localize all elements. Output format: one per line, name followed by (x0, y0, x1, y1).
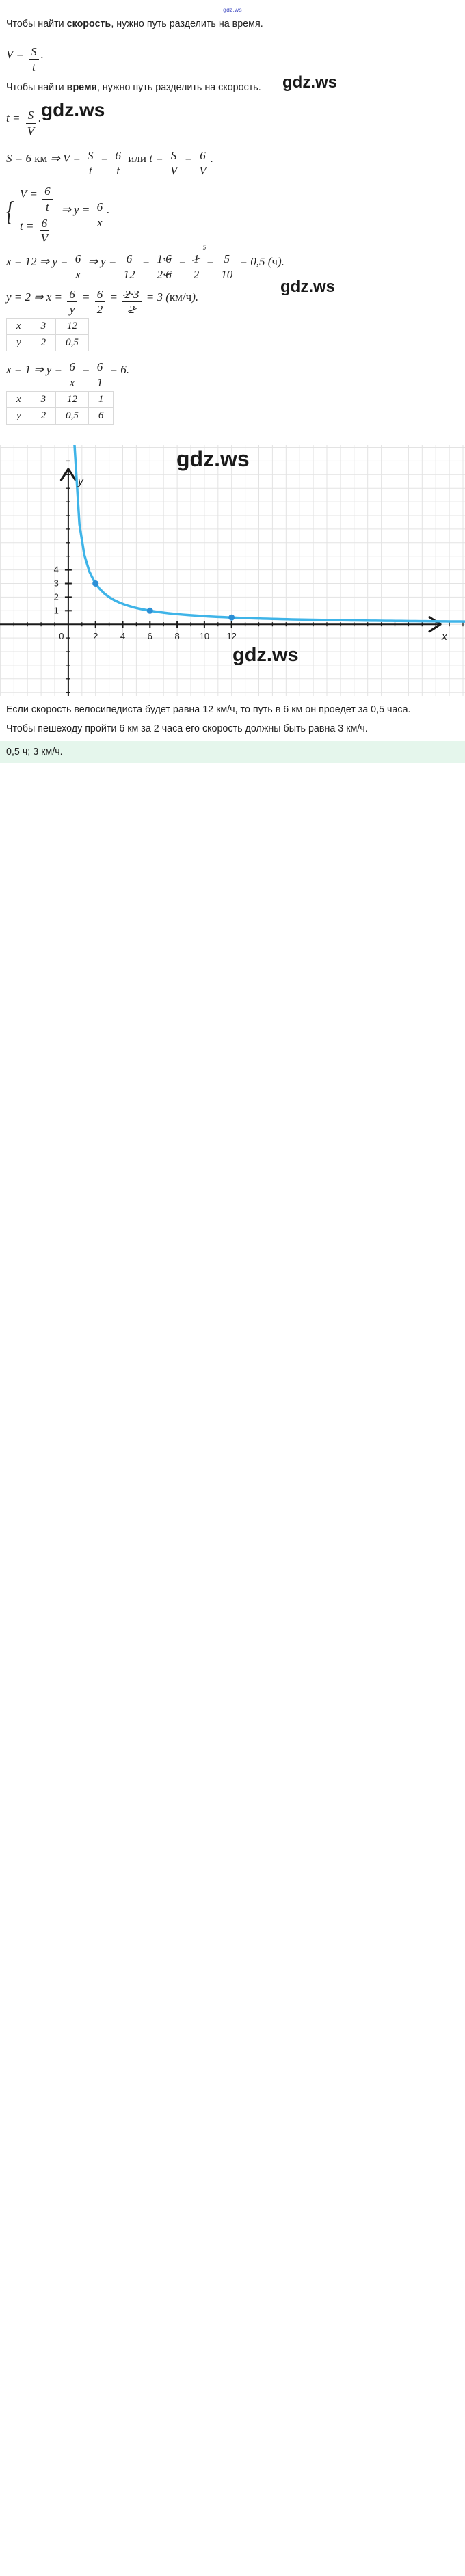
svg-text:3: 3 (54, 578, 59, 588)
svg-text:10: 10 (200, 631, 209, 641)
svg-text:12: 12 (226, 631, 236, 641)
svg-text:6: 6 (148, 631, 152, 641)
svg-text:2: 2 (54, 591, 59, 602)
svg-text:x: x (441, 631, 448, 643)
svg-text:0: 0 (59, 631, 64, 641)
svg-text:y: y (77, 476, 84, 487)
svg-text:4: 4 (54, 564, 59, 574)
svg-text:8: 8 (174, 631, 179, 641)
svg-text:4: 4 (120, 631, 125, 641)
svg-text:1: 1 (54, 605, 59, 615)
svg-text:2: 2 (93, 631, 98, 641)
